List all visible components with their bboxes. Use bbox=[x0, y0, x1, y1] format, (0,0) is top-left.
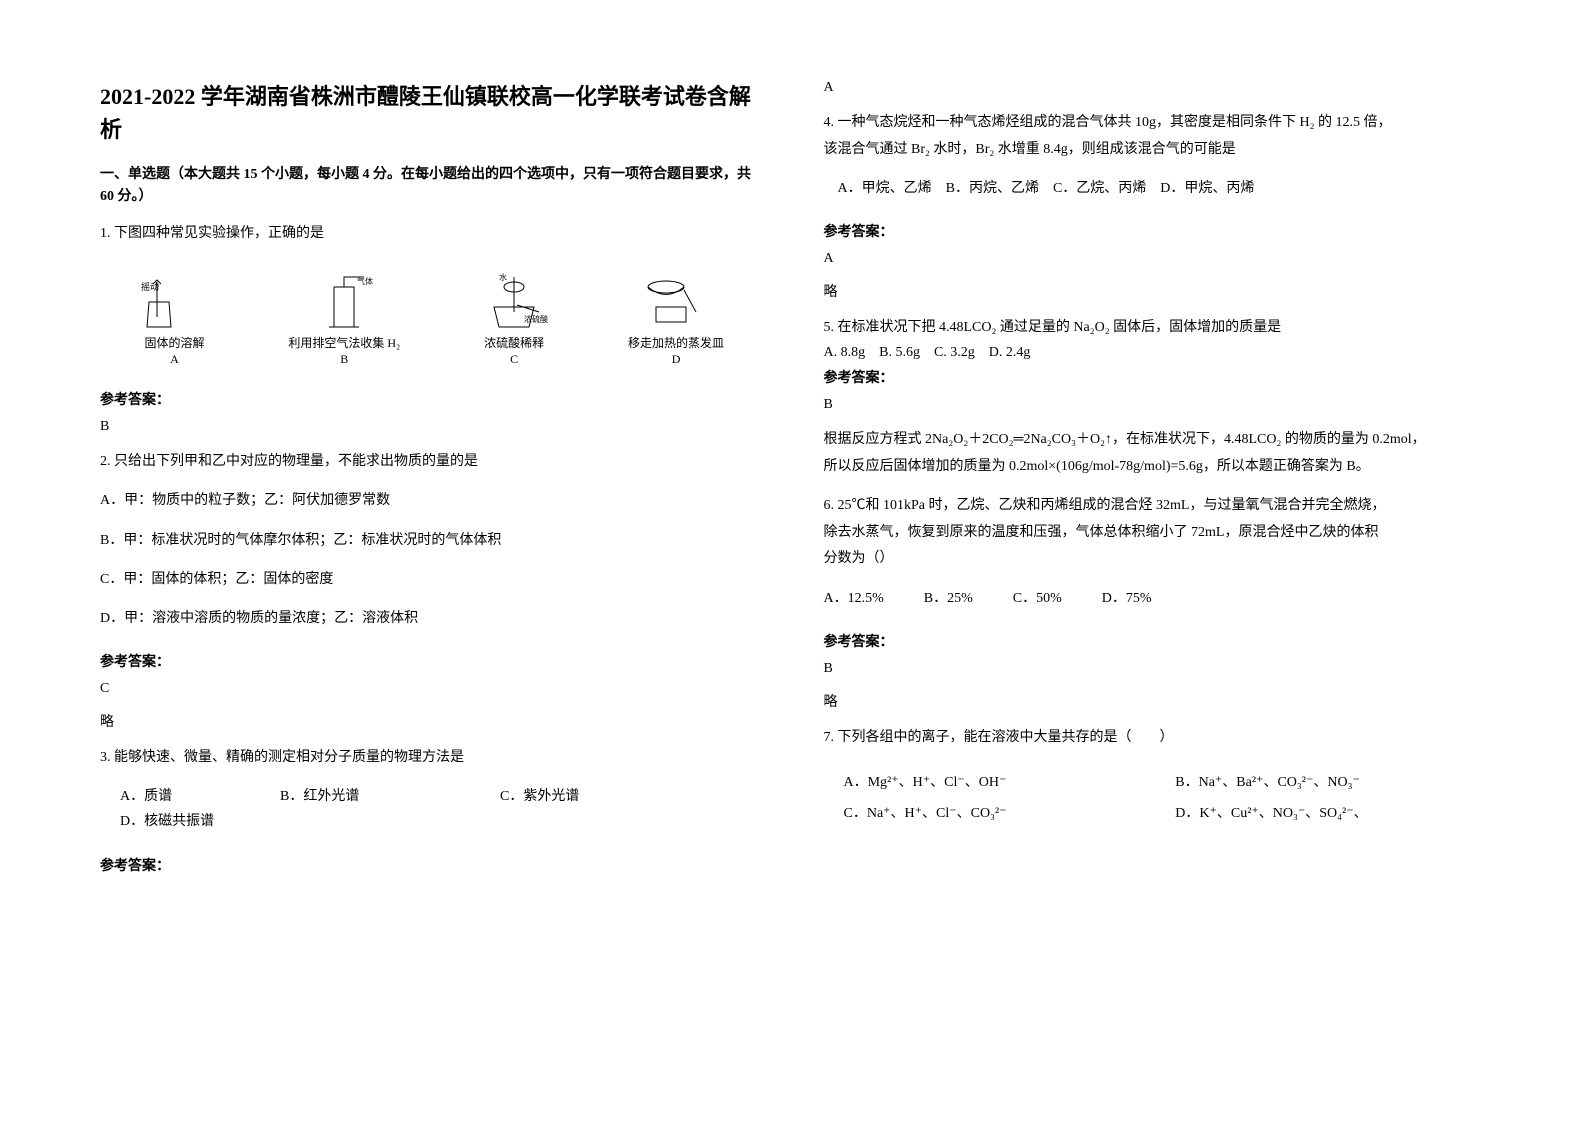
q5-options: A. 8.8g B. 5.6g C. 3.2g D. 2.4g bbox=[824, 340, 1488, 365]
q7-opt-b: B．Na⁺、Ba²⁺、CO₃²⁻、NO₃⁻ bbox=[1155, 768, 1487, 799]
q4-answer-label: 参考答案： bbox=[824, 221, 1488, 241]
q3-opt-c: C．紫外光谱 bbox=[500, 784, 650, 809]
q4-answer: A bbox=[824, 251, 1488, 267]
q6-stem-l1: 6. 25℃和 101kPa 时，乙烷、乙炔和丙烯组成的混合烃 32mL，与过量… bbox=[824, 493, 1488, 520]
q2-opt-d: D．甲：溶液中溶质的物质的量浓度；乙：溶液体积 bbox=[100, 606, 764, 631]
q2-answer-label: 参考答案： bbox=[100, 651, 764, 671]
q4-stem-l1: 4. 一种气态烷烃和一种气态烯烃组成的混合气体共 10g，其密度是相同条件下 H… bbox=[824, 110, 1488, 137]
q4-stem-l2: 该混合气通过 Br₂ 水时，Br₂ 水增重 8.4g，则组成该混合气的可能是 bbox=[824, 137, 1488, 162]
svg-text:气体: 气体 bbox=[357, 276, 373, 286]
q6-opt-c: C．50% bbox=[1013, 586, 1062, 611]
fig-c-cap1: 浓硫酸稀释 bbox=[484, 336, 544, 352]
q1-fig-b: 气体 利用排空气法收集 H₂ B bbox=[288, 272, 400, 367]
q2-opt-c: C．甲：固体的体积；乙：固体的密度 bbox=[100, 567, 764, 592]
q7-opt-d: D．K⁺、Cu²⁺、NO₃⁻、SO₄²⁻、 bbox=[1155, 799, 1487, 830]
fig-b-svg: 气体 bbox=[309, 272, 379, 332]
q5-explain-l1: 根据反应方程式 2Na₂O₂＋2CO₂═2Na₂CO₃＋O₂↑，在标准状况下，4… bbox=[824, 427, 1488, 454]
fig-b-cap1: 利用排空气法收集 H₂ bbox=[288, 336, 400, 352]
q2-answer: C bbox=[100, 681, 764, 697]
fig-d-cap2: D bbox=[672, 352, 681, 368]
q7-stem: 7. 下列各组中的离子，能在溶液中大量共存的是（ ） bbox=[824, 725, 1488, 750]
fig-d-svg bbox=[641, 272, 711, 332]
exam-title: 2021-2022 学年湖南省株洲市醴陵王仙镇联校高一化学联考试卷含解析 bbox=[100, 80, 764, 146]
q6-stem-l3: 分数为（） bbox=[824, 546, 1488, 571]
q2-opt-a: A．甲：物质中的粒子数；乙：阿伏加德罗常数 bbox=[100, 488, 764, 513]
q5-answer-label: 参考答案： bbox=[824, 367, 1488, 387]
q4-note: 略 bbox=[824, 281, 1488, 301]
fig-d-cap1: 移走加热的蒸发皿 bbox=[628, 336, 724, 352]
q1-fig-d: 移走加热的蒸发皿 D bbox=[628, 272, 724, 367]
q6-options: A．12.5% B．25% C．50% D．75% bbox=[824, 586, 1488, 611]
q7-opt-c: C．Na⁺、H⁺、Cl⁻、CO₃²⁻ bbox=[824, 799, 1156, 830]
q3-stem: 3. 能够快速、微量、精确的测定相对分子质量的物理方法是 bbox=[100, 745, 764, 770]
q1-figures: 摇动 固体的溶解 A 气体 利用排空气法收集 H₂ B bbox=[100, 272, 764, 367]
q7-opt-a: A．Mg²⁺、H⁺、Cl⁻、OH⁻ bbox=[824, 768, 1156, 799]
fig-a-cap2: A bbox=[170, 352, 179, 368]
svg-text:水: 水 bbox=[499, 272, 507, 282]
q6-stem-l2: 除去水蒸气，恢复到原来的温度和压强，气体总体积缩小了 72mL，原混合烃中乙炔的… bbox=[824, 520, 1488, 547]
q3-options: A．质谱 B．红外光谱 C．紫外光谱 D．核磁共振谱 bbox=[100, 784, 764, 834]
q2-stem: 2. 只给出下列甲和乙中对应的物理量，不能求出物质的量的是 bbox=[100, 449, 764, 474]
q1-stem: 1. 下图四种常见实验操作，正确的是 bbox=[100, 221, 764, 246]
q1-answer: B bbox=[100, 419, 764, 435]
svg-text:摇动: 摇动 bbox=[141, 281, 159, 292]
q2-opt-b: B．甲：标准状况时的气体摩尔体积；乙：标准状况时的气体体积 bbox=[100, 528, 764, 553]
q7-options: A．Mg²⁺、H⁺、Cl⁻、OH⁻ B．Na⁺、Ba²⁺、CO₃²⁻、NO₃⁻ … bbox=[824, 768, 1488, 830]
q6-note: 略 bbox=[824, 691, 1488, 711]
section-1-header: 一、单选题（本大题共 15 个小题，每小题 4 分。在每小题给出的四个选项中，只… bbox=[100, 164, 764, 209]
fig-b-cap2: B bbox=[340, 352, 348, 368]
q5-stem: 5. 在标准状况下把 4.48LCO₂ 通过足量的 Na₂O₂ 固体后，固体增加… bbox=[824, 315, 1488, 340]
q3-answer-label: 参考答案： bbox=[100, 855, 764, 875]
q1-fig-c: 浓硫酸 水 浓硫酸稀释 C bbox=[479, 272, 549, 367]
q5-answer: B bbox=[824, 397, 1488, 413]
q6-answer: B bbox=[824, 661, 1488, 677]
fig-c-cap2: C bbox=[510, 352, 518, 368]
q3-opt-a: A．质谱 bbox=[120, 784, 240, 809]
q6-opt-a: A．12.5% bbox=[824, 586, 884, 611]
q5-explain-l2: 所以反应后固体增加的质量为 0.2mol×(106g/mol-78g/mol)=… bbox=[824, 454, 1488, 479]
q3-opt-b: B．红外光谱 bbox=[280, 784, 460, 809]
q4-options: A．甲烷、乙烯 B．丙烷、乙烯 C．乙烷、丙烯 D．甲烷、丙烯 bbox=[824, 176, 1488, 201]
q1-fig-a: 摇动 固体的溶解 A bbox=[139, 272, 209, 367]
q3-answer: A bbox=[824, 80, 1488, 96]
left-column: 2021-2022 学年湖南省株洲市醴陵王仙镇联校高一化学联考试卷含解析 一、单… bbox=[100, 80, 764, 1042]
right-column: A 4. 一种气态烷烃和一种气态烯烃组成的混合气体共 10g，其密度是相同条件下… bbox=[824, 80, 1488, 1042]
fig-c-svg: 浓硫酸 水 bbox=[479, 272, 549, 332]
q2-note: 略 bbox=[100, 711, 764, 731]
svg-text:浓硫酸: 浓硫酸 bbox=[524, 314, 548, 324]
fig-a-svg: 摇动 bbox=[139, 272, 209, 332]
q6-opt-d: D．75% bbox=[1102, 586, 1152, 611]
q1-answer-label: 参考答案： bbox=[100, 389, 764, 409]
q6-answer-label: 参考答案： bbox=[824, 631, 1488, 651]
fig-a-cap1: 固体的溶解 bbox=[144, 336, 204, 352]
q6-opt-b: B．25% bbox=[924, 586, 973, 611]
q3-opt-d: D．核磁共振谱 bbox=[120, 809, 214, 834]
